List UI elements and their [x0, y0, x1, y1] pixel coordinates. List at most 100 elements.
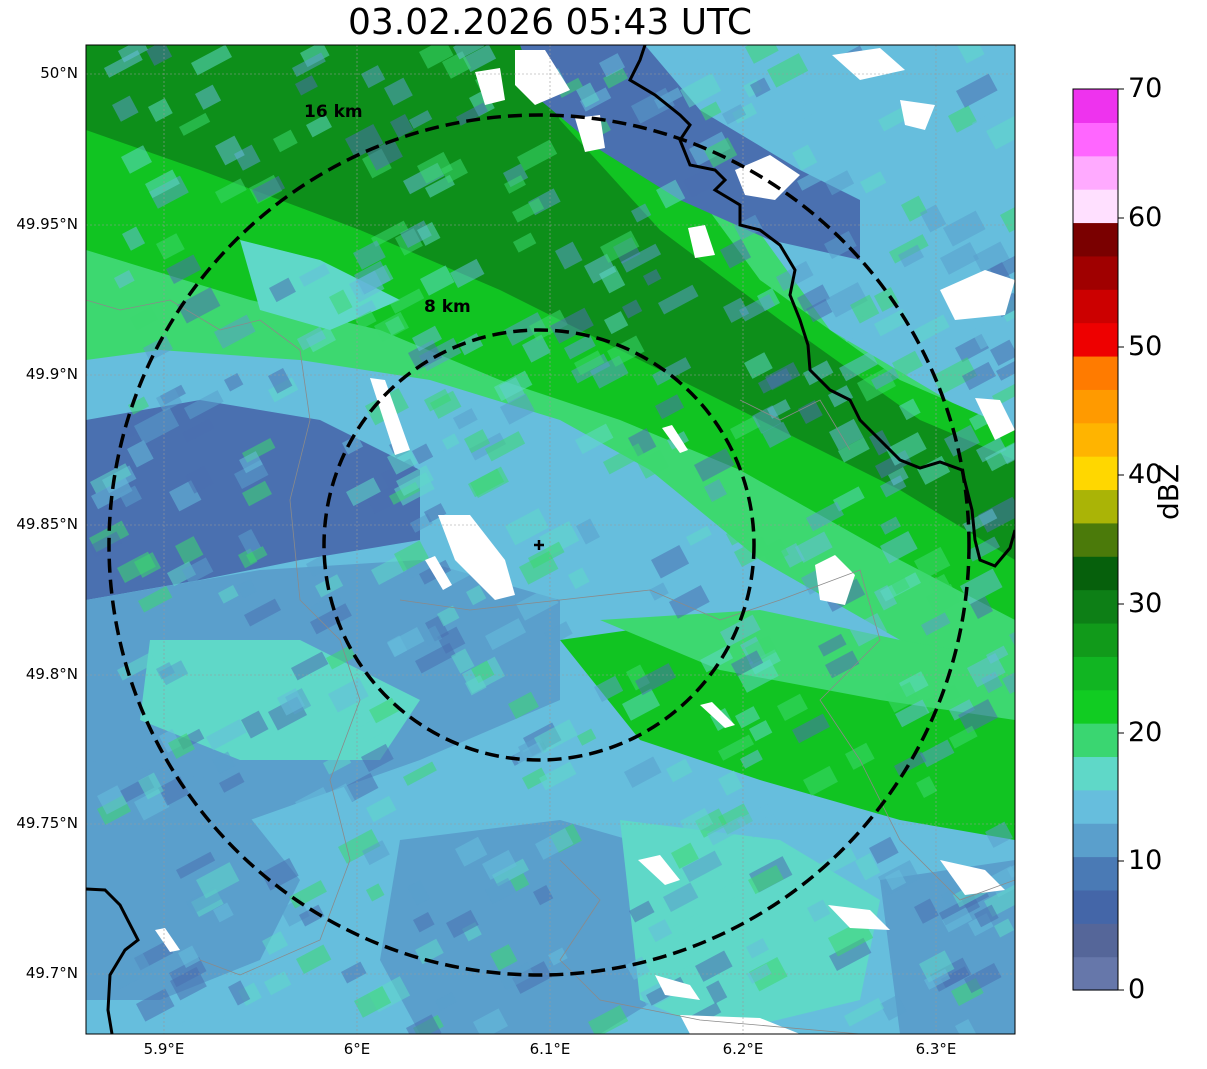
colorbar-segment — [1073, 355, 1118, 390]
echo-pixel — [361, 743, 394, 773]
echo-pixel — [894, 751, 927, 776]
echo-pixel — [891, 576, 910, 595]
no-echo-patch — [900, 100, 935, 130]
lat-tick: 49.75°N — [16, 814, 78, 832]
echo-pixel — [355, 310, 377, 330]
echo-pixel — [190, 45, 233, 76]
echo-pixel — [652, 357, 692, 386]
echo-pixel — [777, 693, 808, 722]
echo-pixel — [88, 531, 123, 558]
lon-tick: 6.1°E — [529, 1040, 571, 1058]
echo-pixel — [342, 435, 364, 455]
echo-pixel — [985, 821, 1013, 848]
echo-pixel — [521, 767, 548, 790]
echo-pixel — [576, 518, 600, 545]
echo-pixel — [722, 104, 747, 125]
lat-tick: 49.85°N — [16, 515, 78, 533]
echo-pixel — [750, 77, 771, 98]
no-echo-patch — [700, 702, 735, 728]
echo-pixel — [599, 230, 640, 263]
echo-pixel — [299, 263, 330, 287]
echo-pixel — [940, 242, 979, 275]
lat-tick: 50°N — [40, 64, 78, 82]
echo-pixel — [355, 264, 394, 296]
no-echo-patches — [155, 48, 1015, 1034]
range-ring-8km — [322, 328, 756, 762]
echo-pixel — [913, 898, 939, 924]
lat-tick: 49.95°N — [16, 215, 78, 233]
colorbar-tick-label: 0 — [1128, 974, 1146, 1005]
echo-pixel — [744, 45, 779, 64]
echo-pixel — [292, 52, 326, 77]
colorbar-tick-label: 70 — [1128, 73, 1163, 104]
echo-pixel — [1012, 897, 1015, 928]
echo-pixel — [738, 659, 779, 693]
echo-pixel — [175, 851, 216, 879]
echo-pixel — [960, 568, 1003, 605]
echo-pixel — [705, 980, 728, 1004]
echo-pixel — [694, 950, 733, 982]
echo-pixel — [327, 677, 369, 713]
colorbar-segment — [1073, 389, 1118, 424]
echo-pixel — [420, 625, 443, 647]
no-echo-patch — [425, 556, 452, 590]
echo-pixel — [441, 51, 472, 79]
echo-pixel — [166, 254, 202, 285]
echo-pixel — [268, 368, 293, 394]
echo-pixel — [130, 306, 158, 331]
echo-pixel — [309, 592, 347, 625]
echo-pixel — [112, 95, 139, 122]
echo-pixel — [874, 308, 909, 337]
echo-pixel — [277, 688, 305, 716]
no-echo-patch — [638, 855, 680, 885]
echo-pixel — [656, 179, 686, 209]
echo-pixel — [205, 719, 247, 751]
colorbar-segment — [1073, 222, 1118, 257]
colorbar-segment — [1073, 856, 1118, 891]
echo-pixel — [594, 675, 624, 703]
echo-pixel — [954, 1018, 978, 1034]
echo-pixel — [117, 652, 157, 681]
echo-pixel — [990, 339, 1015, 366]
colorbar-segment — [1073, 189, 1118, 224]
echo-pixel — [156, 388, 183, 413]
echo-pixel — [133, 407, 180, 445]
echo-pixel — [214, 178, 247, 204]
echo-pixel — [620, 243, 662, 273]
echo-pixel — [490, 944, 518, 971]
echo-pixel — [298, 904, 325, 927]
echo-pixel — [106, 952, 153, 991]
echo-pixel — [367, 138, 403, 171]
echo-pixel — [343, 384, 372, 408]
echo-pixel — [564, 334, 596, 360]
echo-pixel — [365, 795, 397, 823]
echo-pixel — [961, 361, 996, 391]
colorbar-segment — [1073, 622, 1118, 657]
echo-pixel — [309, 603, 352, 635]
echo-pixel — [849, 612, 888, 647]
echo-pixel — [240, 710, 269, 739]
range-rings — [107, 113, 971, 977]
echo-pixel — [649, 582, 669, 601]
echo-pixel — [403, 761, 437, 786]
echo-pixel — [725, 519, 760, 546]
echo-pixel — [606, 335, 645, 367]
colorbar-segment — [1073, 89, 1118, 123]
colorbar-segment — [1073, 789, 1118, 824]
echo-pixel — [993, 918, 1015, 938]
echo-pixel — [622, 299, 643, 319]
echo-pixel — [508, 691, 539, 720]
echo-pixel — [550, 307, 594, 344]
echo-pixel — [746, 938, 769, 959]
echo-pixel — [406, 879, 431, 906]
echo-pixel — [371, 220, 409, 247]
colorbar — [1073, 89, 1118, 991]
echo-pixel — [494, 370, 533, 402]
echo-pixel — [182, 557, 214, 585]
echo-pixel — [516, 586, 559, 621]
echo-pixel — [413, 912, 435, 933]
no-echo-patch — [815, 555, 855, 605]
echo-pixel — [719, 614, 761, 648]
echo-pixel — [967, 536, 1001, 562]
